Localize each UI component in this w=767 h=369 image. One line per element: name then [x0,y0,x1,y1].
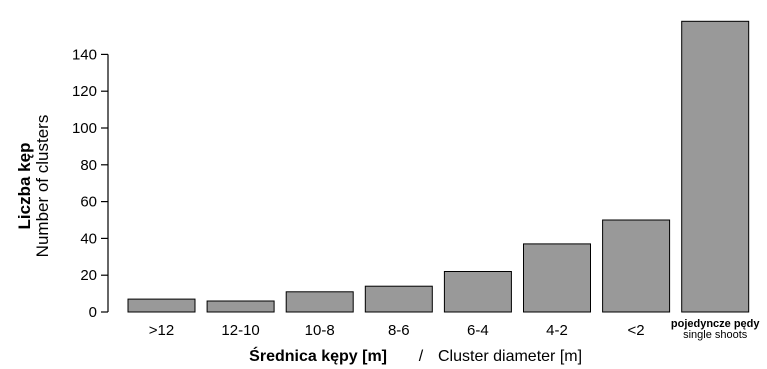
bar-7 [681,20,750,313]
y-tick-label-2: 40 [80,230,97,247]
x-axis-title-separator: / [419,348,424,365]
bar-5 [523,243,591,313]
x-tick-label-1: 12-10 [221,322,259,339]
bar-3 [364,285,433,313]
bar-0 [127,298,196,313]
y-axis-title: Liczba kęp [15,143,34,230]
y-tick-label-7: 140 [72,46,97,63]
y-axis-title-secondary: Number of clusters [33,115,52,258]
y-tick-label-1: 20 [80,267,97,284]
x-tick-labels: >12 12-10 10-8 8-6 6-4 4-2 <2 pojedyncze pędysi… [149,318,761,341]
y-tick-label-4: 80 [80,157,97,174]
y-tick-label-6: 120 [72,83,97,100]
bar-2 [285,291,354,313]
y-axis: 0 20 40 60 80 100 120 140 [72,46,109,321]
bar-1 [206,300,275,313]
x-tick-label-4: 6-4 [467,322,489,339]
bar-4 [443,271,512,313]
x-axis-title-secondary: Cluster diameter [m] [438,348,582,365]
x-tick-label-6: <2 [628,322,645,339]
x-tick-sublabel-7: single shoots [683,329,748,341]
x-tick-label-7: pojedyncze pędy [671,318,761,330]
x-tick-label-3: 8-6 [388,322,410,339]
x-tick-label-5: 4-2 [546,322,568,339]
x-axis-title: Średnica kępy [m] [249,346,387,365]
bar-6 [602,219,671,313]
y-tick-label-3: 60 [80,194,97,211]
y-tick-label-5: 100 [72,120,97,137]
x-tick-label-0: >12 [149,322,174,339]
x-tick-label-2: 10-8 [305,322,335,339]
y-tick-label-0: 0 [89,304,97,321]
bars-group [127,20,750,313]
